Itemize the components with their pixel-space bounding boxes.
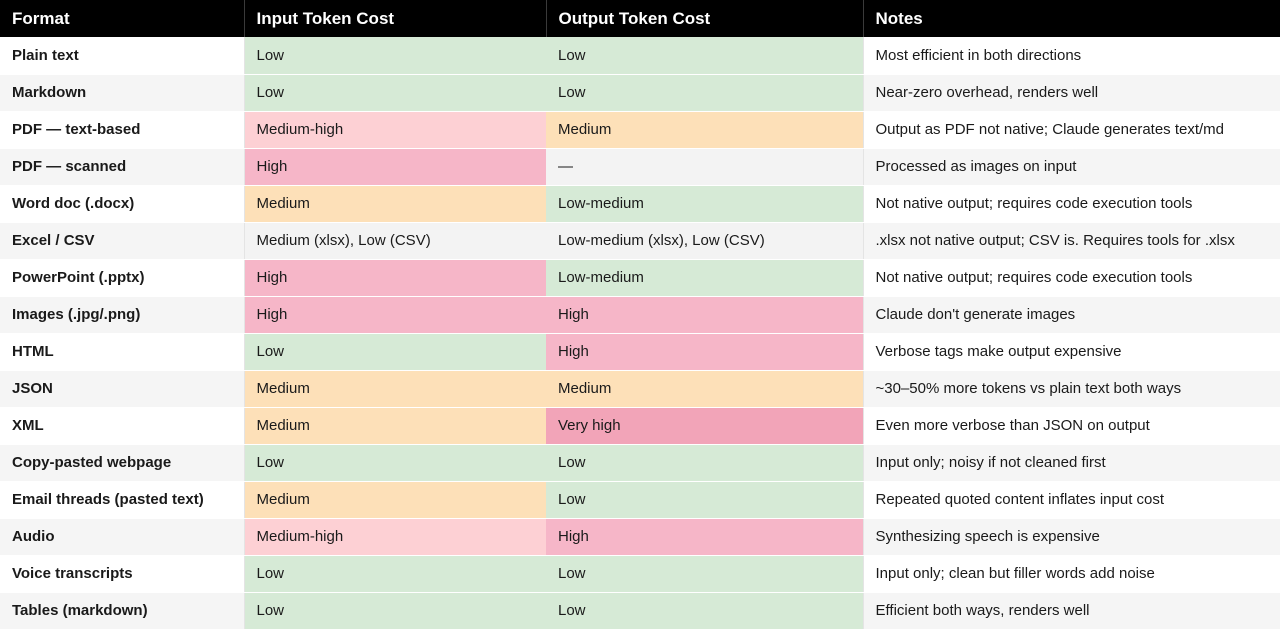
output-cost-cell: Very high <box>546 407 863 445</box>
notes-cell: Verbose tags make output expensive <box>862 333 1280 371</box>
input-cost-cell: Low <box>244 555 546 593</box>
output-cost-cell: High <box>546 333 863 371</box>
table-row: JSON Medium Medium ~30–50% more tokens vs p… <box>0 370 1280 408</box>
header-output-token-cost: Output Token Cost <box>546 0 864 37</box>
table-row: Tables (markdown) Low Low Efficient both wa… <box>0 592 1280 630</box>
format-cell: Images (.jpg/.png) <box>0 296 245 334</box>
table-body: Plain text Low Low Most efficient in both d… <box>0 37 1280 630</box>
format-cell: PowerPoint (.pptx) <box>0 259 245 297</box>
output-cost-cell: High <box>546 518 863 556</box>
format-cell: Copy-pasted webpage <box>0 444 245 482</box>
format-cell: XML <box>0 407 245 445</box>
notes-cell: Efficient both ways, renders well <box>862 592 1280 630</box>
input-cost-cell: Medium-high <box>244 111 546 149</box>
input-cost-cell: Low <box>244 37 546 75</box>
table-row: Markdown Low Low Near-zero overhead, render… <box>0 74 1280 112</box>
format-cell: Tables (markdown) <box>0 592 245 630</box>
table-row: Plain text Low Low Most efficient in both d… <box>0 37 1280 75</box>
output-cost-cell: Low <box>546 37 863 75</box>
output-cost-cell: Medium <box>546 370 863 408</box>
table-header: Format Input Token Cost Output Token Cos… <box>0 0 1280 37</box>
header-row: Format Input Token Cost Output Token Cos… <box>0 0 1280 37</box>
notes-cell: Input only; noisy if not cleaned first <box>862 444 1280 482</box>
output-cost-cell: Medium <box>546 111 863 149</box>
format-cell: Email threads (pasted text) <box>0 481 245 519</box>
table-row: Copy-pasted webpage Low Low Input only; noi… <box>0 444 1280 482</box>
input-cost-cell: Low <box>244 333 546 371</box>
output-cost-cell: Low <box>546 74 863 112</box>
notes-cell: Output as PDF not native; Claude generat… <box>862 111 1280 149</box>
format-cell: JSON <box>0 370 245 408</box>
output-cost-cell: Low <box>546 444 863 482</box>
table-row: Excel / CSV Medium (xlsx), Low (CSV) Low-m… <box>0 222 1280 260</box>
table-row: XML Medium Very high Even more verbose than… <box>0 407 1280 445</box>
format-cell: Excel / CSV <box>0 222 245 260</box>
output-cost-cell: Low <box>546 555 863 593</box>
output-cost-cell: — <box>546 148 863 186</box>
header-format: Format <box>0 0 245 37</box>
table-row: PDF — text-based Medium-high Medium Output … <box>0 111 1280 149</box>
input-cost-cell: Medium <box>244 185 546 223</box>
format-cell: PDF — text-based <box>0 111 245 149</box>
input-cost-cell: High <box>244 148 546 186</box>
notes-cell: Repeated quoted content inflates input c… <box>862 481 1280 519</box>
table-row: Word doc (.docx) Medium Low-medium Not nati… <box>0 185 1280 223</box>
notes-cell: Not native output; requires code executi… <box>862 259 1280 297</box>
format-cell: Audio <box>0 518 245 556</box>
output-cost-cell: Low <box>546 592 863 630</box>
input-cost-cell: Low <box>244 74 546 112</box>
input-cost-cell: Low <box>244 444 546 482</box>
output-cost-cell: Low-medium <box>546 259 863 297</box>
header-input-token-cost: Input Token Cost <box>244 0 547 37</box>
format-cell: Word doc (.docx) <box>0 185 245 223</box>
notes-cell: Most efficient in both directions <box>862 37 1280 75</box>
format-cell: PDF — scanned <box>0 148 245 186</box>
format-cell: Plain text <box>0 37 245 75</box>
notes-cell: ~30–50% more tokens vs plain text both w… <box>862 370 1280 408</box>
notes-cell: Input only; clean but filler words add n… <box>862 555 1280 593</box>
output-cost-cell: Low <box>546 481 863 519</box>
input-cost-cell: High <box>244 259 546 297</box>
notes-cell: .xlsx not native output; CSV is. Require… <box>862 222 1280 260</box>
output-cost-cell: Low-medium (xlsx), Low (CSV) <box>546 222 863 260</box>
notes-cell: Near-zero overhead, renders well <box>862 74 1280 112</box>
output-cost-cell: High <box>546 296 863 334</box>
notes-cell: Even more verbose than JSON on output <box>862 407 1280 445</box>
output-cost-cell: Low-medium <box>546 185 863 223</box>
format-cell: Markdown <box>0 74 245 112</box>
notes-cell: Processed as images on input <box>862 148 1280 186</box>
input-cost-cell: Medium <box>244 370 546 408</box>
table-row: Voice transcripts Low Low Input only; clean… <box>0 555 1280 593</box>
table-row: Audio Medium-high High Synthesizing speech … <box>0 518 1280 556</box>
input-cost-cell: High <box>244 296 546 334</box>
format-cell: HTML <box>0 333 245 371</box>
table-row: PDF — scanned High — Processed as images on… <box>0 148 1280 186</box>
input-cost-cell: Low <box>244 592 546 630</box>
notes-cell: Synthesizing speech is expensive <box>862 518 1280 556</box>
input-cost-cell: Medium <box>244 481 546 519</box>
header-notes: Notes <box>863 0 1280 37</box>
notes-cell: Not native output; requires code executi… <box>862 185 1280 223</box>
input-cost-cell: Medium-high <box>244 518 546 556</box>
input-cost-cell: Medium <box>244 407 546 445</box>
format-cell: Voice transcripts <box>0 555 245 593</box>
notes-cell: Claude don't generate images <box>862 296 1280 334</box>
table-row: Email threads (pasted text) Medium Low Repe… <box>0 481 1280 519</box>
table-row: Images (.jpg/.png) High High Claude don't g… <box>0 296 1280 334</box>
input-cost-cell: Medium (xlsx), Low (CSV) <box>244 222 546 260</box>
table-row: PowerPoint (.pptx) High Low-medium Not nati… <box>0 259 1280 297</box>
table-row: HTML Low High Verbose tags make output expe… <box>0 333 1280 371</box>
